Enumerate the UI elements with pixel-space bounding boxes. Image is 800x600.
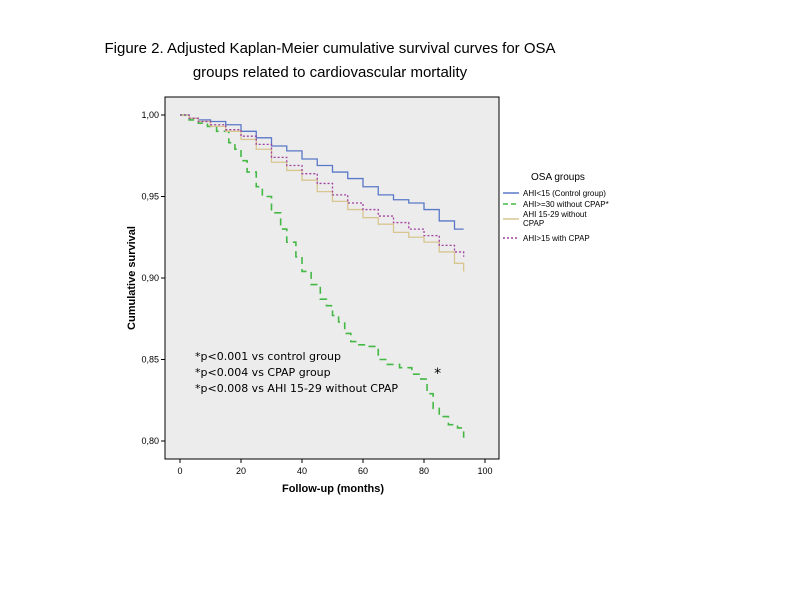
series-line-ahi-15-29-without-cpap <box>180 114 465 272</box>
x-tick-label: 0 <box>177 466 182 476</box>
chart-title-line-1: Figure 2. Adjusted Kaplan-Meier cumulati… <box>104 40 556 57</box>
chart-title-line-2: groups related to cardiovascular mortali… <box>192 64 468 81</box>
y-tick-label: 1,00 <box>141 110 159 120</box>
legend-label: AHI 15-29 without <box>523 210 587 219</box>
legend-label: AHI>15 with CPAP <box>523 234 590 243</box>
legend-label: AHI>=30 without CPAP* <box>523 200 609 209</box>
series-line-ahi-15-control-group <box>180 114 464 230</box>
y-tick-label: 0,95 <box>141 192 159 202</box>
significance-note: *p<0.008 vs AHI 15-29 without CPAP <box>195 382 398 395</box>
series-line-ahi-30-without-cpap <box>180 114 465 438</box>
significance-note: *p<0.004 vs CPAP group <box>195 366 331 379</box>
y-tick-label: 0,80 <box>141 436 159 446</box>
y-tick-label: 0,90 <box>141 273 159 283</box>
significance-note: *p<0.001 vs control group <box>195 350 341 363</box>
x-tick-label: 40 <box>297 466 307 476</box>
x-tick-label: 60 <box>358 466 368 476</box>
legend-label-cont: CPAP <box>523 219 544 228</box>
y-axis-label: Cumulative survival <box>126 226 138 330</box>
significance-marker: * <box>434 366 441 382</box>
x-tick-label: 20 <box>236 466 246 476</box>
legend-label: AHI<15 (Control group) <box>523 189 606 198</box>
x-tick-label: 80 <box>419 466 429 476</box>
y-tick-label: 0,85 <box>141 355 159 365</box>
legend-title: OSA groups <box>531 172 585 183</box>
x-tick-label: 100 <box>477 466 492 476</box>
x-axis-label: Follow-up (months) <box>282 483 384 495</box>
plot-area <box>164 96 500 460</box>
series-line-ahi-15-with-cpap <box>180 114 465 257</box>
